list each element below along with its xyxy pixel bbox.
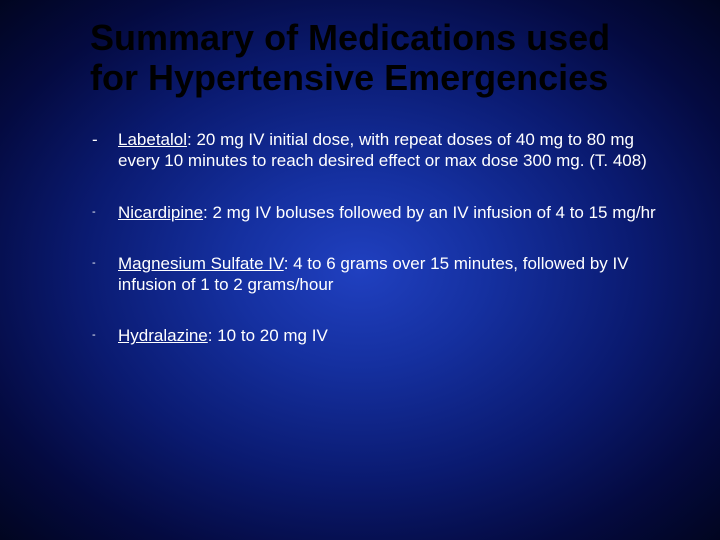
list-item: - Labetalol: 20 mg IV initial dose, with… <box>90 129 660 172</box>
list-item: - Magnesium Sulfate IV: 4 to 6 grams ove… <box>90 253 660 296</box>
medication-text: : 20 mg IV initial dose, with repeat dos… <box>118 130 647 170</box>
bullet-content: Hydralazine: 10 to 20 mg IV <box>118 325 660 346</box>
bullet-content: Labetalol: 20 mg IV initial dose, with r… <box>118 129 660 172</box>
bullet-content: Magnesium Sulfate IV: 4 to 6 grams over … <box>118 253 660 296</box>
bullet-dash: - <box>90 253 118 296</box>
bullet-dash: - <box>90 325 118 346</box>
bullet-list: - Labetalol: 20 mg IV initial dose, with… <box>90 129 660 347</box>
medication-text: : 10 to 20 mg IV <box>208 326 328 345</box>
slide-title: Summary of Medications used for Hyperten… <box>90 18 660 97</box>
bullet-dash: - <box>90 202 118 223</box>
list-item: - Nicardipine: 2 mg IV boluses followed … <box>90 202 660 223</box>
medication-name: Labetalol <box>118 130 187 149</box>
medication-name: Nicardipine <box>118 203 203 222</box>
bullet-dash: - <box>90 129 118 172</box>
bullet-content: Nicardipine: 2 mg IV boluses followed by… <box>118 202 660 223</box>
slide-container: Summary of Medications used for Hyperten… <box>0 0 720 397</box>
medication-name: Hydralazine <box>118 326 208 345</box>
medication-name: Magnesium Sulfate IV <box>118 254 284 273</box>
medication-text: : 2 mg IV boluses followed by an IV infu… <box>203 203 656 222</box>
list-item: - Hydralazine: 10 to 20 mg IV <box>90 325 660 346</box>
